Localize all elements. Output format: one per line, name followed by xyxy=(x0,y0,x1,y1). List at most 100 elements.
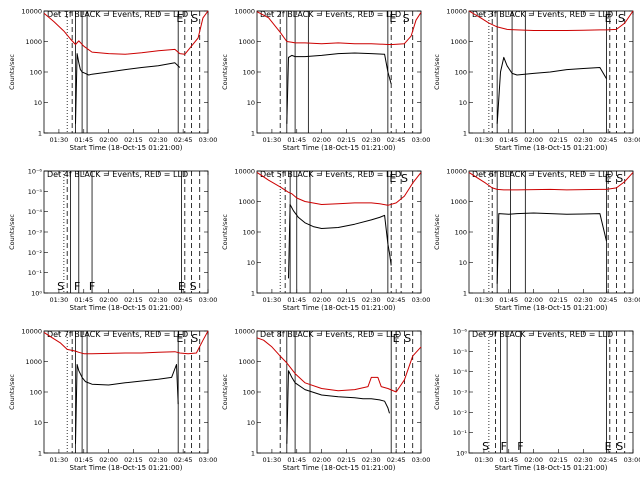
lld-series-line xyxy=(256,337,422,393)
y-tick-label: 10⁻⁴ xyxy=(453,368,468,376)
events-series-line xyxy=(288,204,392,279)
marker-letter: E xyxy=(605,12,612,25)
x-tick-label: 02:00 xyxy=(312,136,331,144)
y-tick-label: 10000 xyxy=(234,328,255,336)
chart-title: Det 2f BLACK = Events, RED = LLD xyxy=(260,10,401,19)
marker-letter: S xyxy=(191,12,198,25)
y-tick-label: 10⁻⁵ xyxy=(28,188,43,196)
events-series-line xyxy=(286,52,392,124)
lld-series-line xyxy=(468,171,634,191)
x-tick-label: 01:30 xyxy=(263,136,282,144)
x-tick-label: 02:45 xyxy=(387,296,406,304)
y-tick-label: 10⁰ xyxy=(456,450,467,458)
chart-title: Det 4f BLACK = Events, RED = LLD xyxy=(47,170,188,179)
y-tick-label: 1 xyxy=(463,290,467,298)
events-series-line xyxy=(286,370,390,444)
x-tick-label: 01:45 xyxy=(499,296,518,304)
y-axis-label: Counts/sec xyxy=(221,374,229,410)
x-tick-label: 02:30 xyxy=(362,296,381,304)
chart-title: Det 1f BLACK = Events, RED = LLD xyxy=(47,10,188,19)
panel-det-5: Det 5f BLACK = Events, RED = LLD 1 10 100 10… xyxy=(221,168,430,313)
panel-det-9: Det 9f BLACK = Events, RED = LLD 10⁰ 10⁻¹ 1… xyxy=(433,328,640,473)
x-tick-label: 01:45 xyxy=(499,456,518,464)
y-tick-label: 1 xyxy=(463,130,467,138)
chart-title: Det 5f BLACK = Events, RED = LLD xyxy=(260,170,401,179)
x-tick-label: 02:45 xyxy=(174,136,193,144)
y-tick-label: 100 xyxy=(243,229,255,237)
y-tick-label: 1 xyxy=(251,290,255,298)
y-axis-label: Counts/sec xyxy=(221,54,229,90)
y-tick-label: 10000 xyxy=(234,168,255,176)
chart-title: Det 6f BLACK = Events, RED = LLD xyxy=(472,170,613,179)
x-tick-label: 01:45 xyxy=(499,136,518,144)
x-tick-label: 02:00 xyxy=(312,296,331,304)
chart-title: Det 7f BLACK = Events, RED = LLD xyxy=(47,330,188,339)
y-tick-label: 10⁻¹ xyxy=(453,429,468,437)
chart-title: Det 3f BLACK = Events, RED = LLD xyxy=(472,10,613,19)
plot-frame xyxy=(256,10,422,134)
plot-frame xyxy=(256,170,422,294)
panel-det-3: Det 3f BLACK = Events, RED = LLD 1 10 100 10… xyxy=(433,8,640,153)
marker-letter: E xyxy=(605,172,612,185)
y-tick-label: 10000 xyxy=(21,8,42,16)
x-tick-label: 02:45 xyxy=(599,136,618,144)
plot-frame xyxy=(43,170,209,294)
x-axis-label: Start Time (18-Oct-15 01:21:00) xyxy=(70,144,183,152)
y-tick-label: 10⁻³ xyxy=(28,229,43,237)
x-axis-label: Start Time (18-Oct-15 01:21:00) xyxy=(70,304,183,312)
x-tick-label: 01:45 xyxy=(74,136,93,144)
x-tick-label: 02:15 xyxy=(124,136,143,144)
y-tick-label: 1000 xyxy=(450,198,467,206)
x-tick-label: 02:00 xyxy=(312,456,331,464)
y-tick-label: 10⁻⁶ xyxy=(28,168,43,176)
events-series-line xyxy=(75,53,181,124)
y-tick-label: 10 xyxy=(247,99,255,107)
y-axis-label: Counts/sec xyxy=(8,374,16,410)
y-tick-label: 100 xyxy=(30,69,42,77)
y-tick-label: 10000 xyxy=(446,168,467,176)
x-axis-label: Start Time (18-Oct-15 01:21:00) xyxy=(495,464,608,472)
x-tick-label: 02:00 xyxy=(99,456,118,464)
marker-letter: S xyxy=(618,12,625,25)
y-tick-label: 10 xyxy=(247,419,255,427)
marker-letter: E xyxy=(389,172,396,185)
x-tick-label: 01:30 xyxy=(50,136,69,144)
x-tick-label: 01:45 xyxy=(287,136,306,144)
marker-letter: E xyxy=(176,332,183,345)
panel-det-6: Det 6f BLACK = Events, RED = LLD 1 10 100 10… xyxy=(433,168,640,313)
y-tick-label: 10000 xyxy=(234,8,255,16)
marker-letter: E xyxy=(605,440,612,453)
x-axis-label: Start Time (18-Oct-15 01:21:00) xyxy=(283,144,396,152)
panel-det-8: Det 8f BLACK = Events, RED = LLD 1 10 100 10… xyxy=(221,328,430,473)
plot-frame xyxy=(468,330,634,454)
marker-letter: S xyxy=(616,172,623,185)
x-tick-label: 02:15 xyxy=(549,296,568,304)
y-tick-label: 1000 xyxy=(238,38,255,46)
y-tick-label: 1 xyxy=(38,130,42,138)
y-tick-label: 10 xyxy=(247,259,255,267)
lld-series-line xyxy=(468,10,634,31)
x-tick-label: 02:30 xyxy=(362,456,381,464)
x-axis-label: Start Time (18-Oct-15 01:21:00) xyxy=(495,304,608,312)
x-tick-label: 03:00 xyxy=(199,456,218,464)
panel-det-1: Det 1f BLACK = Events, RED = LLD 1 10 100 10… xyxy=(8,8,217,153)
marker-letter: S xyxy=(57,280,64,293)
x-tick-label: 01:45 xyxy=(287,296,306,304)
x-tick-label: 02:15 xyxy=(337,296,356,304)
y-tick-label: 10000 xyxy=(21,328,42,336)
y-axis-label: Counts/sec xyxy=(433,214,441,250)
y-tick-label: 1000 xyxy=(238,358,255,366)
x-axis-label: Start Time (18-Oct-15 01:21:00) xyxy=(495,144,608,152)
x-tick-label: 03:00 xyxy=(624,456,640,464)
chart-title: Det 9f BLACK = Events, RED = LLD xyxy=(472,330,613,339)
x-tick-label: 03:00 xyxy=(199,296,218,304)
y-tick-label: 100 xyxy=(243,389,255,397)
marker-letter: F xyxy=(89,280,95,293)
marker-letter: F xyxy=(517,440,523,453)
x-tick-label: 03:00 xyxy=(624,296,640,304)
marker-letter: E xyxy=(393,332,400,345)
y-tick-label: 10⁻⁴ xyxy=(28,208,43,216)
marker-letter: S xyxy=(401,172,408,185)
marker-letter: S xyxy=(404,332,411,345)
